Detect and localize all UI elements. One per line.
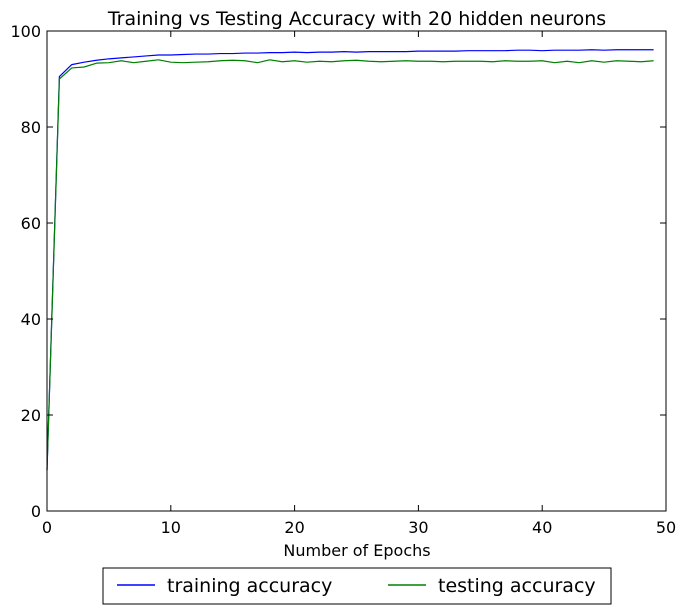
chart-title: Training vs Testing Accuracy with 20 hid… — [107, 8, 606, 30]
x-tick-label: 20 — [284, 518, 304, 537]
x-axis-label: Number of Epochs — [283, 541, 430, 560]
x-tick-label: 40 — [532, 518, 552, 537]
y-tick-label: 80 — [21, 118, 41, 137]
plot-frame — [46, 30, 667, 512]
y-tick-label: 60 — [21, 214, 41, 233]
legend-label-testing: testing accuracy — [438, 575, 596, 597]
y-tick-label: 20 — [21, 406, 41, 425]
y-tick-label: 40 — [21, 310, 41, 329]
legend-box — [102, 567, 612, 605]
x-tick-label: 30 — [408, 518, 428, 537]
x-tick-label: 10 — [161, 518, 181, 537]
x-tick-label: 0 — [42, 518, 52, 537]
x-tick-label: 50 — [656, 518, 676, 537]
series-line-testing — [46, 59, 654, 471]
y-tick-label: 0 — [31, 502, 41, 521]
y-tick-label: 100 — [10, 22, 41, 41]
series-line-training — [46, 49, 654, 471]
plot-area: 0 10 20 30 40 50 0 20 40 60 80 100 — [10, 22, 676, 537]
legend: training accuracy testing accuracy — [102, 567, 612, 605]
legend-label-training: training accuracy — [167, 575, 332, 597]
